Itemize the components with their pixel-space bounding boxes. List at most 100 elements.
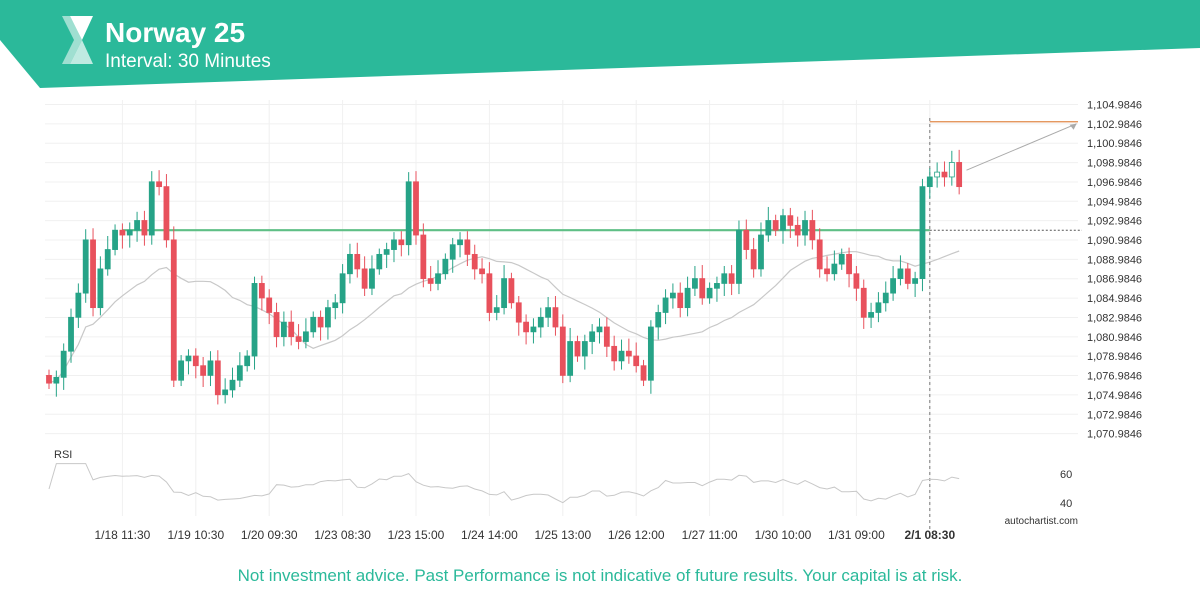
candle: [956, 149, 963, 195]
candle: [178, 355, 185, 387]
candle: [758, 222, 764, 277]
candle-body: [545, 307, 552, 318]
candle-body: [178, 360, 185, 381]
watermark-text: autochartist.com: [1005, 516, 1078, 527]
candle-body: [956, 162, 963, 188]
candle: [207, 351, 214, 387]
interval-subtitle: Interval: 30 Minutes: [105, 51, 271, 72]
y-tick-label: 1,078.9846: [1087, 351, 1142, 363]
price-axis: 1,104.9846 1,102.9846 1,100.9846 1,098.9846…: [1087, 100, 1142, 441]
candle: [537, 307, 544, 338]
candle-body: [750, 249, 757, 270]
candle: [398, 231, 405, 257]
candle: [104, 235, 111, 276]
candle: [904, 263, 911, 290]
candle: [376, 248, 383, 275]
candle-body: [97, 268, 104, 309]
candle: [354, 242, 361, 278]
candle-body: [391, 239, 397, 250]
forecast-arrow-line: [966, 123, 1077, 171]
candle: [838, 248, 845, 270]
candle: [134, 211, 140, 242]
candle-body: [530, 326, 537, 333]
candle: [765, 206, 772, 242]
candle-body: [170, 239, 177, 381]
candle-body: [192, 355, 199, 367]
candle: [816, 228, 823, 278]
candle: [97, 256, 104, 316]
candle-body: [647, 326, 654, 381]
candle-body: [537, 316, 544, 328]
candle: [846, 247, 852, 288]
candle: [332, 294, 339, 320]
candle: [391, 232, 397, 263]
x-tick-label: 1/27 11:00: [682, 528, 738, 542]
candle: [347, 243, 353, 284]
candle: [361, 256, 368, 297]
candle: [714, 276, 720, 302]
candle-body: [420, 234, 427, 279]
candle-body: [758, 234, 764, 270]
candle-body: [794, 224, 801, 236]
candle: [596, 318, 603, 344]
candle-body: [60, 350, 67, 378]
x-tick-label: 1/31 09:00: [828, 528, 885, 542]
y-tick-label: 1,102.9846: [1087, 119, 1142, 131]
candle-body: [728, 273, 735, 284]
candle: [559, 314, 566, 384]
candle-body: [112, 229, 118, 250]
candle: [919, 178, 926, 292]
candle-body: [875, 302, 882, 313]
x-tick-label: 1/23 08:30: [314, 528, 371, 542]
candle-body: [640, 365, 647, 381]
candle: [420, 223, 427, 288]
candle: [567, 327, 574, 383]
candle-body: [912, 278, 919, 284]
y-tick-label: 1,072.9846: [1087, 409, 1142, 421]
candle: [515, 296, 522, 336]
candle-body: [200, 365, 207, 376]
candle-body: [280, 321, 287, 338]
candle-body: [295, 336, 302, 342]
candle: [310, 311, 317, 338]
candle-body: [618, 350, 625, 362]
candle-body: [266, 297, 273, 313]
candle: [802, 210, 808, 246]
candle: [251, 276, 258, 370]
candle-body: [890, 278, 896, 294]
candle: [435, 260, 441, 291]
candle: [479, 258, 485, 284]
candle: [185, 349, 192, 375]
candle-body: [464, 239, 471, 255]
candle: [721, 266, 728, 297]
candle-body: [611, 345, 618, 362]
candle-body: [302, 331, 309, 342]
candle: [236, 352, 243, 388]
candle: [875, 292, 882, 323]
candle-body: [853, 273, 860, 289]
candle: [302, 318, 309, 349]
candle-body: [141, 220, 148, 236]
candle-body: [706, 287, 713, 299]
candle-body: [508, 278, 515, 304]
candle-body: [926, 176, 933, 188]
candle: [603, 317, 610, 357]
rsi-line: [48, 463, 960, 504]
candle-body: [868, 312, 874, 318]
y-tick-label: 1,104.9846: [1087, 100, 1142, 112]
candle: [831, 250, 838, 281]
candle-body: [427, 278, 434, 284]
candle-body: [339, 273, 346, 304]
header-banner: [0, 0, 1200, 88]
candle-body: [684, 287, 691, 309]
candle: [655, 304, 662, 340]
candle: [369, 255, 375, 296]
rsi-tick-40: 40: [1060, 498, 1072, 510]
y-tick-label: 1,094.9846: [1087, 196, 1142, 208]
candle: [780, 208, 786, 244]
candle-body: [501, 278, 507, 309]
candle-body: [743, 229, 750, 250]
y-tick-label: 1,084.9846: [1087, 293, 1142, 305]
candle-body: [347, 253, 353, 275]
candle: [787, 207, 794, 238]
